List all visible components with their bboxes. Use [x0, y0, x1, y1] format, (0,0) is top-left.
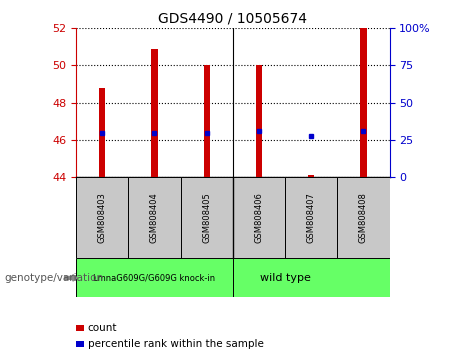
Bar: [256, 65, 262, 177]
Bar: [308, 175, 314, 177]
Title: GDS4490 / 10505674: GDS4490 / 10505674: [158, 12, 307, 26]
Bar: [233, 258, 390, 297]
Text: GSM808408: GSM808408: [359, 192, 368, 243]
Bar: [99, 88, 105, 177]
Bar: [151, 49, 158, 177]
Bar: [204, 65, 210, 177]
Bar: [361, 28, 366, 177]
Bar: [337, 177, 390, 258]
Text: GSM808407: GSM808407: [307, 192, 316, 243]
Text: percentile rank within the sample: percentile rank within the sample: [88, 339, 264, 349]
Bar: [181, 177, 233, 258]
Bar: [76, 258, 233, 297]
Text: GSM808403: GSM808403: [98, 192, 106, 243]
Bar: [285, 177, 337, 258]
Text: GSM808404: GSM808404: [150, 192, 159, 243]
Text: GSM808406: GSM808406: [254, 192, 263, 243]
Text: GSM808405: GSM808405: [202, 192, 211, 243]
Text: genotype/variation: genotype/variation: [5, 273, 104, 283]
Bar: [76, 177, 128, 258]
Bar: [128, 177, 181, 258]
Text: LmnaG609G/G609G knock-in: LmnaG609G/G609G knock-in: [94, 273, 215, 282]
Text: wild type: wild type: [260, 273, 311, 283]
Bar: [233, 177, 285, 258]
Text: count: count: [88, 323, 117, 333]
